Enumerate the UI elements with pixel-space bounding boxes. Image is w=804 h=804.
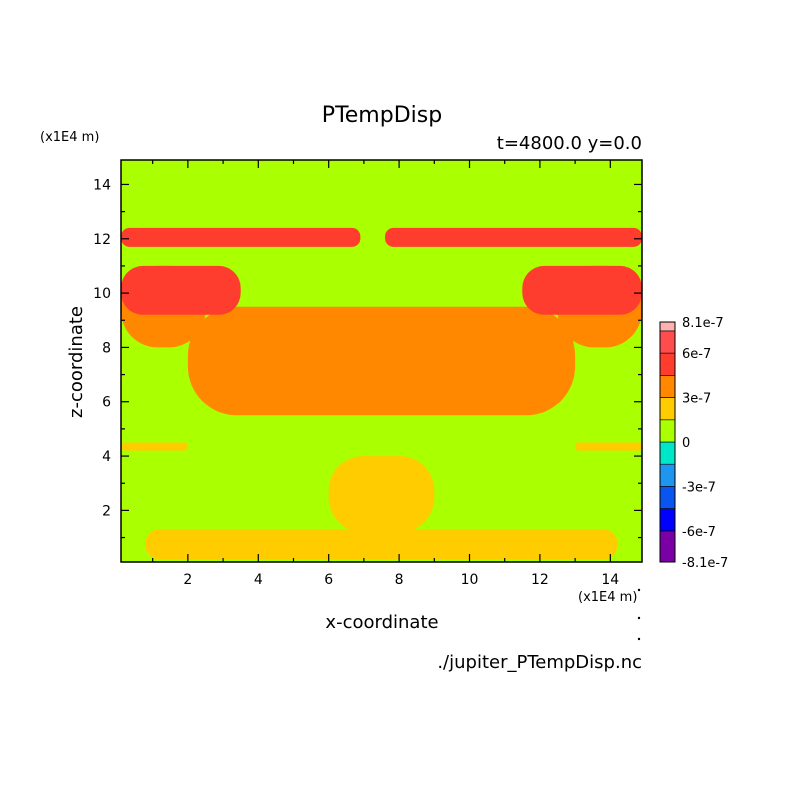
colorbar-cell <box>659 397 676 421</box>
colorbar-label: -6e-7 <box>682 525 716 540</box>
x-tick-label: 6 <box>324 572 333 588</box>
colorbar-cell <box>659 352 676 376</box>
colorbar-cell <box>659 463 676 487</box>
edge-mark <box>637 637 641 641</box>
y-unit-label: (x1E4 m) <box>40 130 99 145</box>
colorbar-cell <box>659 374 676 398</box>
y-tick-label: 12 <box>93 232 111 248</box>
x-tick-label: 4 <box>254 572 263 588</box>
colorbar-label: 3e-7 <box>682 392 711 407</box>
x-tick-label: 2 <box>183 572 192 588</box>
edge-marks <box>637 588 641 641</box>
y-axis-label: z-coordinate <box>66 306 87 418</box>
y-tick-label: 14 <box>93 177 111 193</box>
y-tick-label: 10 <box>93 286 111 302</box>
contour-region <box>187 306 576 416</box>
x-tick-label: 14 <box>601 572 619 588</box>
plot-frame <box>120 159 643 563</box>
contour-region <box>385 227 642 247</box>
colorbar-cell <box>659 486 676 509</box>
time-label: t=4800.0 y=0.0 <box>497 133 642 154</box>
x-unit-label: (x1E4 m) <box>578 590 637 605</box>
colorbar-label: -8.1e-7 <box>682 556 728 571</box>
x-tick-label: 12 <box>531 572 549 588</box>
colorbar-cell <box>659 441 676 465</box>
contour-region <box>145 529 618 560</box>
y-tick-label: 2 <box>102 503 111 519</box>
colorbar-cell <box>659 508 676 532</box>
colorbar-cell <box>659 419 676 443</box>
file-label: ./jupiter_PTempDisp.nc <box>437 652 642 673</box>
contour-region <box>121 227 361 247</box>
x-axis-label: x-coordinate <box>325 612 438 633</box>
colorbar-label: 6e-7 <box>682 347 711 362</box>
edge-mark <box>637 616 641 620</box>
colorbar-label: 8.1e-7 <box>682 316 724 331</box>
colorbar-frame <box>659 321 676 563</box>
contour-region <box>522 265 642 315</box>
contour-region <box>328 456 435 533</box>
edge-mark <box>637 588 641 592</box>
y-tick-label: 8 <box>102 340 111 356</box>
colorbar-cell <box>659 330 676 354</box>
x-tick-label: 8 <box>395 572 404 588</box>
y-tick-label: 6 <box>102 395 111 411</box>
colorbar-label: 0 <box>682 436 690 451</box>
contour-region <box>121 265 241 315</box>
colorbar-cell <box>659 530 676 563</box>
y-tick-label: 4 <box>102 449 111 465</box>
x-tick-label: 10 <box>461 572 479 588</box>
heatmap-area: 2 4 6 8 10 12 14 2 4 6 8 10 12 14 <box>93 159 643 588</box>
chart-title: PTempDisp <box>322 103 442 128</box>
colorbar-cell <box>659 321 676 332</box>
contour-region <box>121 442 188 451</box>
colorbar-label: -3e-7 <box>682 480 716 495</box>
colorbar: 8.1e-7 6e-7 3e-7 0 -3e-7 -6e-7 -8.1e-7 <box>659 316 728 571</box>
contour-region <box>575 442 642 451</box>
